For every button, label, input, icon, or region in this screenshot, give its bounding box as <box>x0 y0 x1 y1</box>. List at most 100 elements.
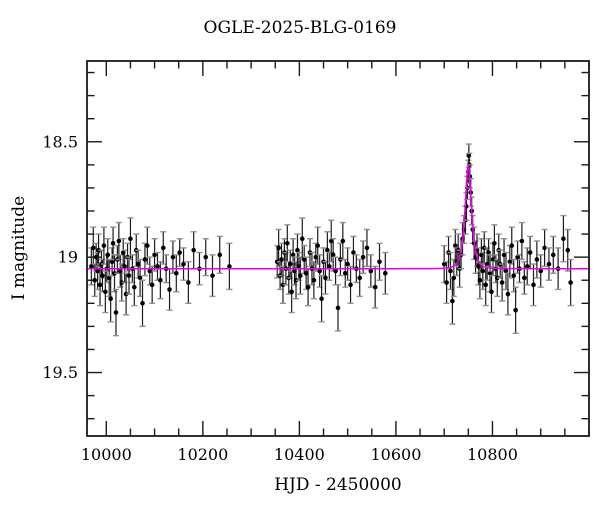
data-point-marker <box>323 275 328 281</box>
data-point-marker <box>108 296 113 301</box>
data-point <box>504 272 511 316</box>
data-point <box>476 261 483 300</box>
axis-ticks: 10000 10200 10400 10600 10800 18.5 19 19.5 <box>42 61 590 464</box>
data-point-marker <box>451 275 457 281</box>
data-point-marker <box>531 282 536 288</box>
data-point <box>524 247 531 286</box>
data-point-marker <box>333 268 338 274</box>
data-point-marker <box>128 236 133 241</box>
x-axis-label: HJD - 2450000 <box>274 475 402 495</box>
data-point-marker <box>317 268 322 274</box>
data-point <box>176 237 183 268</box>
data-point-marker <box>97 282 103 288</box>
data-point-marker <box>315 243 321 248</box>
data-point-marker <box>327 264 332 269</box>
data-point-marker <box>301 257 307 262</box>
data-point-marker <box>90 245 96 251</box>
data-point <box>127 217 134 261</box>
data-point-marker <box>305 284 311 290</box>
data-point-marker <box>170 254 176 260</box>
data-point-marker <box>360 254 366 260</box>
data-point-marker <box>287 261 293 267</box>
data-point-marker <box>511 273 516 278</box>
data-point <box>125 256 132 295</box>
y-tick-label: 18.5 <box>42 132 78 151</box>
data-point-marker <box>565 247 571 253</box>
data-point <box>226 242 233 291</box>
data-point <box>310 261 317 300</box>
data-marks <box>87 143 589 337</box>
data-point <box>350 235 357 270</box>
data-point-marker <box>186 280 191 285</box>
y-axis-label: I magnitude <box>9 196 29 300</box>
data-point <box>510 258 517 293</box>
plot-border <box>86 60 590 437</box>
data-point-marker <box>328 238 334 244</box>
data-point-marker <box>546 261 552 267</box>
data-point <box>202 237 209 277</box>
data-point-marker <box>279 257 284 262</box>
data-point <box>297 256 304 295</box>
data-point-marker <box>444 280 449 285</box>
data-point-marker <box>89 264 94 269</box>
data-point <box>173 254 180 293</box>
data-point-marker <box>330 252 336 258</box>
data-point-marker <box>507 259 513 265</box>
model-curve <box>87 163 589 270</box>
data-point-marker <box>383 271 388 276</box>
data-point-marker <box>140 301 145 306</box>
data-point <box>190 231 197 270</box>
data-point <box>347 265 354 305</box>
data-point <box>91 263 98 298</box>
data-point-marker <box>227 264 232 269</box>
data-point-marker <box>452 243 458 248</box>
data-point-marker <box>441 261 447 267</box>
data-point-marker <box>538 268 544 274</box>
data-point <box>112 288 119 337</box>
data-point-marker <box>319 296 324 301</box>
data-point <box>488 270 495 314</box>
data-point-marker <box>95 268 100 274</box>
data-point-marker <box>492 241 497 246</box>
data-point <box>537 254 544 288</box>
data-point-marker <box>372 284 378 290</box>
data-point <box>139 279 146 328</box>
data-point <box>382 251 389 295</box>
data-point-marker <box>132 284 137 290</box>
data-point <box>151 237 158 272</box>
chart-title: OGLE-2025-BLG-0169 <box>204 18 397 38</box>
data-point-marker <box>276 245 281 251</box>
data-point-marker <box>534 257 540 262</box>
data-point-marker <box>351 250 356 255</box>
data-point-marker <box>210 273 215 278</box>
x-tick-label: 10200 <box>177 445 228 464</box>
data-point-marker <box>499 280 505 285</box>
data-point-marker <box>368 268 374 274</box>
x-tick-label: 10800 <box>467 445 518 464</box>
data-point-marker <box>298 273 303 278</box>
data-point <box>564 228 571 272</box>
data-point-marker <box>524 264 530 269</box>
data-point <box>100 226 107 265</box>
data-point <box>376 242 383 281</box>
data-point-marker <box>561 236 566 241</box>
data-point <box>560 214 567 263</box>
data-point <box>372 265 379 309</box>
data-point-marker <box>103 289 108 295</box>
data-point <box>518 221 525 261</box>
data-point <box>356 258 363 298</box>
data-point-marker <box>364 245 370 251</box>
x-tick-label: 10000 <box>81 445 132 464</box>
data-point-marker <box>295 247 300 253</box>
data-point-marker <box>513 307 518 313</box>
x-tick-label: 10400 <box>274 445 325 464</box>
data-point <box>299 217 306 261</box>
data-point-marker <box>345 261 350 267</box>
data-point-marker <box>290 252 296 258</box>
data-point <box>550 235 557 275</box>
data-point-marker <box>501 252 507 258</box>
data-point <box>144 226 151 265</box>
data-point <box>533 240 540 279</box>
data-point <box>180 247 187 281</box>
data-point-marker <box>348 282 353 288</box>
